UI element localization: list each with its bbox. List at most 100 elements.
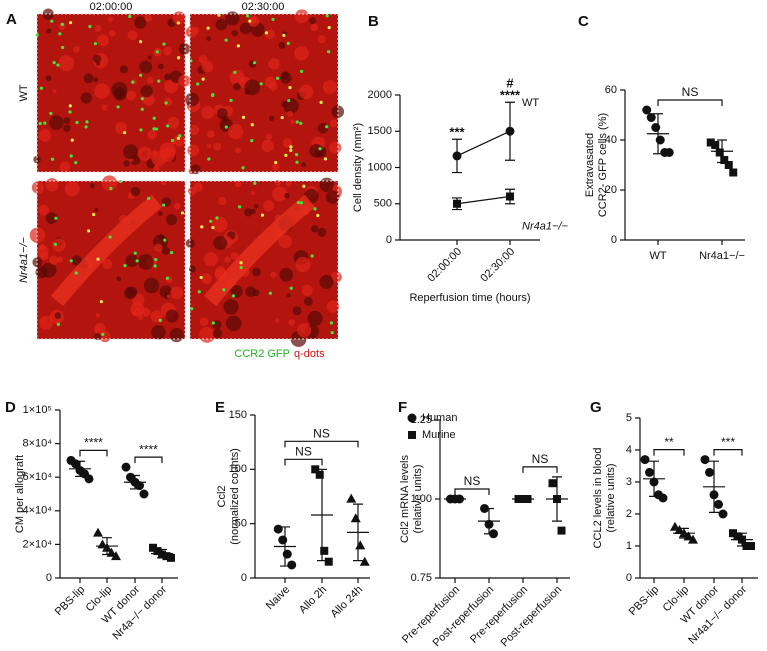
tissue-spot	[223, 299, 239, 315]
tissue-spot	[94, 25, 102, 32]
tissue-spot	[201, 106, 215, 120]
gfp-cell	[190, 307, 194, 311]
marker	[651, 123, 661, 132]
x-tick-label: PBS-lip	[627, 584, 661, 618]
gfp-cell	[296, 201, 300, 205]
sd-bar	[717, 139, 727, 164]
tissue-spot	[201, 273, 213, 284]
gfp-cell	[280, 115, 284, 120]
tissue-spot	[154, 243, 163, 252]
tissue-spot	[116, 276, 122, 282]
tissue-spot	[292, 306, 302, 316]
tissue-spot	[153, 165, 160, 171]
panel-label: G	[590, 399, 602, 416]
tissue-spot	[124, 287, 137, 300]
y-tick-label: 20	[605, 184, 617, 196]
gfp-cell	[35, 33, 39, 37]
marker	[407, 413, 417, 423]
tissue-spot	[326, 300, 340, 313]
tissue-spot	[46, 28, 52, 34]
tissue-spot	[239, 22, 252, 35]
tissue-spot	[138, 314, 144, 321]
gfp-cell	[295, 120, 299, 124]
gfp-cell	[180, 211, 184, 215]
gfp-cell	[50, 157, 55, 161]
tissue-spot	[294, 46, 309, 61]
gfp-cell	[135, 259, 139, 263]
tissue-spot	[286, 293, 291, 298]
tissue-spot	[211, 216, 228, 233]
tissue-spot	[41, 262, 57, 278]
marker	[670, 521, 680, 531]
tissue-spot	[54, 312, 62, 319]
micrographs	[29, 8, 345, 347]
gfp-cell	[201, 77, 205, 81]
tissue-spot	[101, 175, 118, 191]
gfp-cell	[176, 21, 180, 25]
marker	[350, 513, 361, 523]
gfp-cell	[248, 19, 252, 23]
tissue-spot	[31, 181, 45, 194]
sd-bar	[75, 460, 85, 477]
x-tick-label: Pre-reperfusion	[400, 584, 462, 646]
tissue-spot	[301, 162, 307, 168]
bracket	[653, 449, 685, 456]
marker	[645, 467, 654, 477]
tissue-spot	[224, 256, 231, 263]
marker	[640, 455, 650, 465]
tissue-spot	[311, 225, 319, 233]
gfp-cell	[330, 330, 334, 335]
sd-bar	[157, 548, 167, 559]
gfp-cell	[50, 19, 54, 23]
y-tick-label: 40	[605, 134, 617, 146]
marker	[655, 135, 665, 145]
tissue-spot	[173, 134, 186, 147]
y-tick-label: 150	[229, 409, 247, 421]
x-tick-label: PBS-lip	[53, 584, 87, 618]
gfp-cell	[294, 153, 299, 157]
gfp-cell	[58, 32, 62, 36]
marker	[149, 543, 157, 552]
legend-label: CCR2 GFP	[234, 348, 290, 360]
y-tick-label: 0	[386, 234, 392, 246]
tissue-spot	[167, 116, 180, 129]
tissue-spot	[114, 122, 127, 135]
panel-label: A	[6, 11, 17, 28]
gfp-cell	[166, 124, 170, 128]
y-axis-label: CM per allograft	[14, 455, 26, 533]
marker	[324, 557, 333, 566]
gfp-cell	[282, 33, 286, 37]
gfp-cell	[196, 82, 200, 86]
marker	[311, 465, 320, 474]
gfp-cell	[325, 14, 329, 18]
tissue-spot	[261, 139, 274, 153]
gfp-cell	[274, 160, 278, 165]
sd-bar	[653, 113, 663, 155]
gfp-cell	[241, 115, 246, 120]
tissue-spot	[212, 328, 223, 339]
gfp-cell	[327, 26, 331, 30]
tissue-spot	[288, 319, 295, 326]
gfp-cell	[325, 125, 329, 129]
frame	[189, 180, 339, 340]
bracket-label: NS	[532, 452, 549, 466]
marker	[664, 148, 674, 157]
tissue-spot	[253, 204, 259, 209]
tissue-spot	[94, 333, 102, 341]
tissue-spot	[63, 124, 71, 132]
tissue-spot	[96, 61, 101, 66]
tissue-spot	[235, 147, 241, 154]
frame	[189, 13, 339, 173]
tissue-spot	[301, 284, 313, 296]
marker	[706, 138, 715, 147]
gfp-cell	[233, 70, 237, 74]
tissue-spot	[32, 257, 43, 268]
chart: C 0 20 40 60 Extravasated CCR2- GFP cells (%) W…	[578, 13, 745, 262]
tissue-spot	[212, 319, 222, 330]
marker	[453, 199, 461, 208]
gfp-cell	[287, 98, 291, 103]
tissue-spot	[172, 11, 186, 25]
y-tick-label: 6×10⁴	[22, 471, 52, 483]
tissue-spot	[225, 315, 242, 332]
